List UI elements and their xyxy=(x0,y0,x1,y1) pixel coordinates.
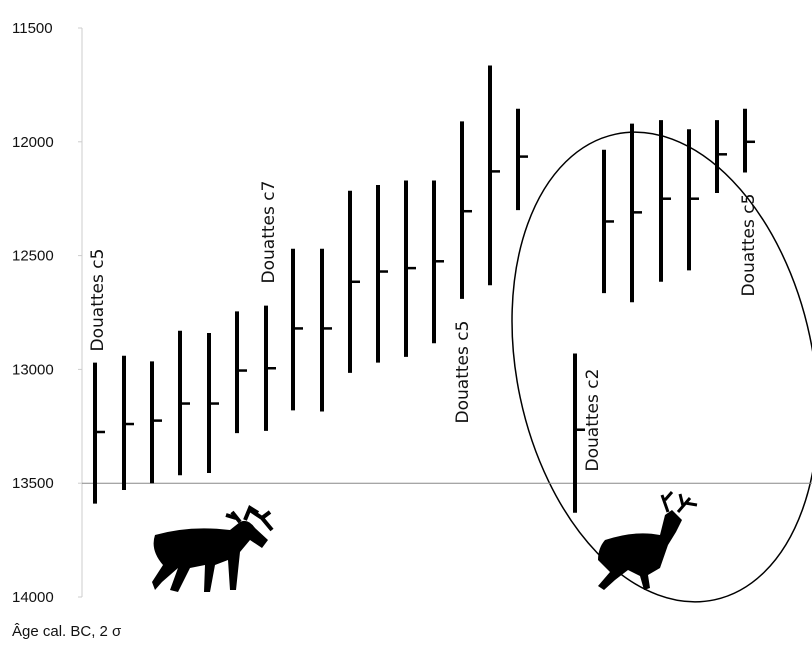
annotation: Douattes c5 xyxy=(739,194,759,297)
y-tick-label: 12500 xyxy=(12,248,54,265)
y-tick-label: 14000 xyxy=(12,589,54,606)
annotation: Douattes c5 xyxy=(453,321,473,424)
y-tick-label: 12000 xyxy=(12,134,54,151)
chart: Âge cal. BC, 2 σ 11500 12000 12500 13000 135… xyxy=(0,0,812,650)
annotation: Douattes c7 xyxy=(259,181,279,284)
reindeer-icon xyxy=(152,508,272,592)
deer-icon xyxy=(598,492,697,590)
annotation: Douattes c2 xyxy=(583,369,603,472)
y-tick-label: 13000 xyxy=(12,361,54,378)
axis-label: Âge cal. BC, 2 σ xyxy=(12,623,122,640)
y-tick-label: 13500 xyxy=(12,475,54,492)
annotation: Douattes c5 xyxy=(88,249,108,352)
y-tick-label: 11500 xyxy=(12,20,53,37)
